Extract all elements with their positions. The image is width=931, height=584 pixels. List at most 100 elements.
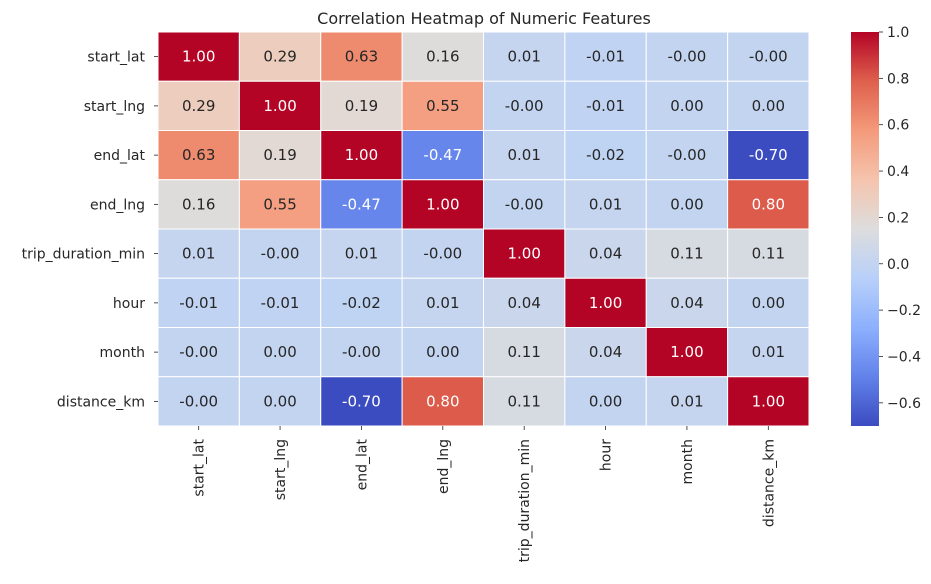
cell-value-label: 1.00: [752, 392, 785, 410]
heatmap-cell: [238, 277, 322, 328]
cell-value-label: 0.00: [263, 343, 296, 361]
heatmap-cell: [645, 327, 729, 378]
column-labels: start_lat start_lng end_lat end_lng trip_dur…: [192, 426, 777, 562]
heatmap-cell: [320, 31, 403, 82]
heatmap-cell: [645, 179, 729, 230]
heatmap-cell: [727, 130, 810, 181]
cell-value-label: -0.00: [423, 245, 462, 263]
heatmap-cell: [727, 277, 810, 328]
cell-value-label: -0.01: [261, 294, 300, 312]
cell-value-label: -0.00: [668, 146, 707, 164]
cell-value-label: 0.80: [752, 195, 785, 213]
cell-value-label: 0.00: [670, 195, 703, 213]
heatmap-cell: [238, 130, 322, 181]
row-labels: start_lat start_lng end_lat end_lng trip_dur…: [22, 50, 158, 410]
cell-value-label: 1.00: [670, 343, 703, 361]
cell-value-label: 0.11: [507, 343, 540, 361]
colorbar-tick-label: 0.8: [887, 71, 909, 87]
cell-value-label: 0.01: [507, 146, 540, 164]
colorbar-gradient: [851, 32, 879, 426]
heatmap-cell: [483, 179, 566, 230]
heatmap-cell: [564, 327, 647, 378]
column-label: hour: [599, 439, 615, 471]
cell-value-label: -0.00: [179, 392, 218, 410]
column-label: start_lat: [192, 439, 208, 497]
heatmap-cell: [320, 130, 403, 181]
heatmap-cell: [320, 179, 403, 230]
heatmap-cell: [157, 31, 240, 82]
colorbar-tick-label: 0.2: [887, 210, 909, 226]
heatmap-cell: [645, 277, 729, 328]
colorbar-tick-label: 1.0: [887, 25, 909, 41]
cell-value-label: -0.00: [179, 343, 218, 361]
heatmap-cell: [564, 277, 647, 328]
row-label: start_lng: [84, 99, 145, 115]
column-label: end_lng: [436, 439, 452, 494]
cell-value-label: 0.01: [345, 245, 378, 263]
cell-value-label: 0.00: [752, 294, 785, 312]
cell-value-label: -0.01: [586, 48, 625, 66]
cell-value-label: -0.47: [342, 195, 381, 213]
cell-value-label: 1.00: [507, 245, 540, 263]
cell-value-label: 0.11: [752, 245, 785, 263]
cell-value-label: -0.00: [749, 48, 788, 66]
cell-value-label: -0.00: [505, 195, 544, 213]
cell-value-label: 0.55: [263, 195, 296, 213]
cell-value-label: -0.02: [586, 146, 625, 164]
heatmap-cell: [727, 376, 810, 427]
cell-value-label: -0.47: [423, 146, 462, 164]
cell-value-label: -0.00: [261, 245, 300, 263]
cell-value-label: 0.29: [182, 97, 215, 115]
heatmap-cell: [483, 376, 566, 427]
cell-value-label: 0.00: [670, 97, 703, 115]
heatmap-cell: [645, 130, 729, 181]
column-label: end_lat: [354, 439, 370, 491]
heatmap-cell: [157, 179, 240, 230]
cell-value-label: 0.11: [507, 392, 540, 410]
colorbar-tick-label: −0.4: [887, 349, 921, 365]
heatmap-cell: [157, 327, 240, 378]
cell-value-label: 0.16: [182, 195, 215, 213]
cell-value-label: -0.00: [342, 343, 381, 361]
column-label: month: [680, 439, 696, 484]
cell-value-label: -0.70: [749, 146, 788, 164]
heatmap-cell: [727, 31, 810, 82]
row-label: distance_km: [57, 394, 145, 410]
cell-value-label: -0.02: [342, 294, 381, 312]
cell-value-label: -0.01: [179, 294, 218, 312]
colorbar: 1.0 0.8 0.6 0.4 0.2 0.0 −0.2 −0.4 −0.6: [851, 25, 921, 426]
heatmap-cell: [320, 376, 403, 427]
cell-value-label: 0.19: [263, 146, 296, 164]
heatmap-cell: [401, 228, 484, 279]
heatmap-cell: [564, 31, 647, 82]
cell-value-label: 0.29: [263, 48, 296, 66]
heatmap-cell: [483, 130, 566, 181]
column-label: distance_km: [761, 439, 777, 527]
heatmap-cell: [727, 327, 810, 378]
heatmap-cell: [320, 277, 403, 328]
heatmap-cell: [401, 179, 484, 230]
cell-value-label: 0.19: [345, 97, 378, 115]
colorbar-tick-label: −0.6: [887, 396, 921, 412]
heatmap-cell: [401, 130, 484, 181]
cell-value-label: 0.55: [426, 97, 459, 115]
heatmap-cell: [483, 327, 566, 378]
heatmap-cell: [238, 31, 322, 82]
row-label: trip_duration_min: [22, 247, 145, 263]
cell-value-label: 0.11: [670, 245, 703, 263]
heatmap-cell: [238, 327, 322, 378]
row-label: month: [100, 345, 145, 361]
cell-value-label: 0.04: [507, 294, 540, 312]
cell-value-label: 0.63: [182, 146, 215, 164]
cell-value-label: 0.01: [670, 392, 703, 410]
cell-value-label: 0.16: [426, 48, 459, 66]
cell-value-label: 0.01: [182, 245, 215, 263]
cell-value-label: 0.01: [589, 195, 622, 213]
heatmap-cell: [564, 80, 647, 131]
heatmap-cell: [320, 327, 403, 378]
cell-value-label: 0.00: [426, 343, 459, 361]
heatmap-cell: [727, 80, 810, 131]
cell-value-label: 0.63: [345, 48, 378, 66]
colorbar-tick-label: 0.4: [887, 164, 909, 180]
